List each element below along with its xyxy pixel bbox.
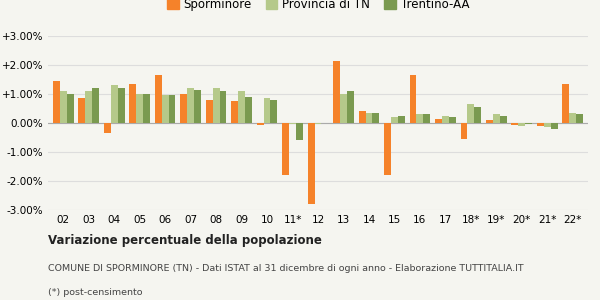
Bar	[391, 117, 398, 123]
Bar	[435, 119, 442, 123]
Legend: Sporminore, Provincia di TN, Trentino-AA: Sporminore, Provincia di TN, Trentino-AA	[162, 0, 474, 16]
Bar	[231, 101, 238, 123]
Bar	[359, 111, 365, 123]
Bar	[187, 88, 194, 123]
Bar	[194, 90, 201, 123]
Bar	[220, 91, 226, 123]
Bar	[365, 113, 373, 123]
Bar	[373, 113, 379, 123]
Bar	[53, 81, 60, 123]
Bar	[416, 114, 424, 123]
Bar	[282, 123, 289, 175]
Bar	[569, 113, 576, 123]
Bar	[384, 123, 391, 175]
Bar	[118, 88, 125, 123]
Bar	[289, 123, 296, 124]
Bar	[500, 116, 506, 123]
Bar	[493, 114, 500, 123]
Bar	[79, 98, 85, 123]
Bar	[525, 123, 532, 124]
Bar	[424, 114, 430, 123]
Bar	[92, 88, 99, 123]
Bar	[136, 94, 143, 123]
Bar	[449, 117, 455, 123]
Bar	[537, 123, 544, 126]
Bar	[206, 100, 212, 123]
Bar	[467, 104, 474, 123]
Text: (*) post-censimento: (*) post-censimento	[48, 288, 143, 297]
Bar	[314, 123, 322, 124]
Bar	[143, 94, 150, 123]
Text: COMUNE DI SPORMINORE (TN) - Dati ISTAT al 31 dicembre di ogni anno - Elaborazion: COMUNE DI SPORMINORE (TN) - Dati ISTAT a…	[48, 264, 524, 273]
Bar	[398, 116, 405, 123]
Bar	[60, 91, 67, 123]
Bar	[245, 97, 252, 123]
Bar	[271, 100, 277, 123]
Bar	[169, 95, 175, 123]
Bar	[212, 88, 220, 123]
Bar	[562, 84, 569, 123]
Bar	[340, 94, 347, 123]
Bar	[474, 107, 481, 123]
Bar	[162, 95, 169, 123]
Bar	[544, 123, 551, 127]
Bar	[85, 91, 92, 123]
Bar	[111, 85, 118, 123]
Bar	[130, 84, 136, 123]
Bar	[263, 98, 271, 123]
Bar	[104, 123, 111, 133]
Bar	[257, 123, 263, 125]
Bar	[576, 114, 583, 123]
Bar	[410, 75, 416, 123]
Bar	[308, 123, 314, 204]
Bar	[442, 116, 449, 123]
Bar	[486, 119, 493, 123]
Bar	[67, 94, 74, 123]
Bar	[461, 123, 467, 139]
Bar	[155, 75, 162, 123]
Bar	[347, 91, 354, 123]
Text: Variazione percentuale della popolazione: Variazione percentuale della popolazione	[48, 234, 322, 247]
Bar	[333, 61, 340, 123]
Bar	[551, 123, 557, 129]
Bar	[296, 123, 303, 140]
Bar	[518, 123, 525, 126]
Bar	[511, 123, 518, 125]
Bar	[238, 91, 245, 123]
Bar	[181, 94, 187, 123]
